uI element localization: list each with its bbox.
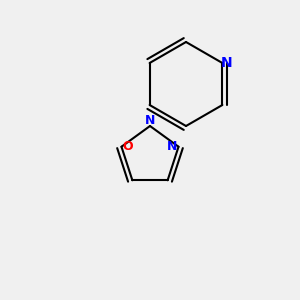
Text: O: O (122, 140, 133, 153)
Text: N: N (145, 113, 155, 127)
Text: N: N (167, 140, 178, 153)
Text: N: N (221, 56, 233, 70)
